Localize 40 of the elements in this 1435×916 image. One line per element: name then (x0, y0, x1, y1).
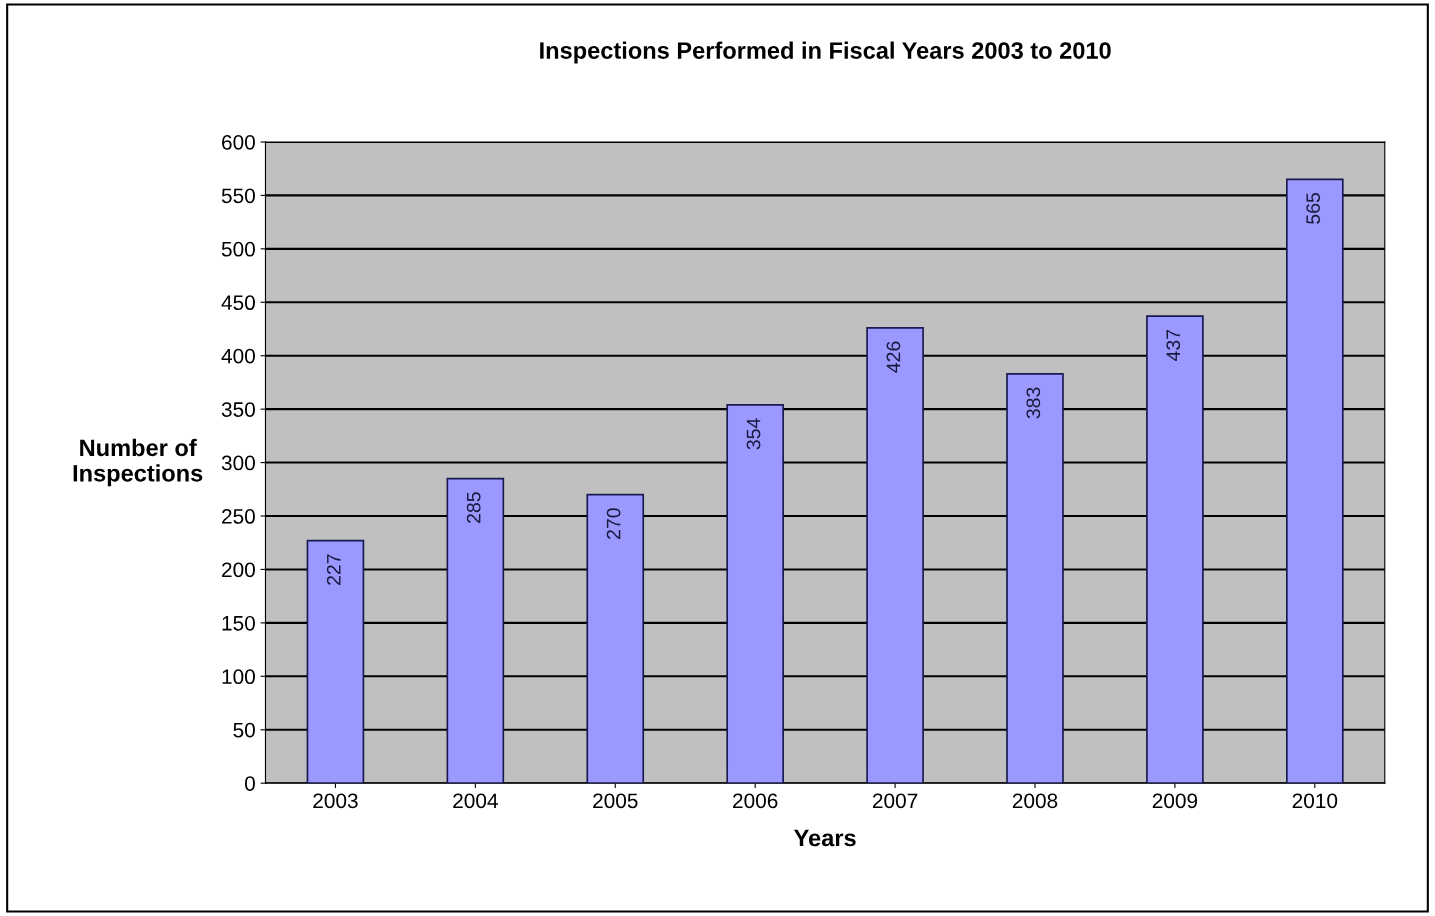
y-tick-label: 550 (221, 188, 255, 204)
data-label: 354 (746, 418, 761, 450)
y-tick-label: 300 (221, 455, 255, 471)
chart-title: Inspections Performed in Fiscal Years 2003 to 2010 (540, 41, 1111, 64)
bar (1286, 178, 1344, 784)
y-axis-title: Number of Inspections (73, 438, 203, 487)
x-tick-label: 2004 (453, 793, 498, 809)
bar (1006, 373, 1064, 784)
bar (866, 327, 924, 784)
x-tick-label: 2007 (872, 793, 918, 809)
y-tick-label: 350 (221, 402, 255, 417)
y-tick-label: 50 (233, 722, 255, 738)
y-tick-label: 0 (244, 776, 255, 791)
data-label: 285 (466, 492, 481, 523)
x-tick-label: 2003 (313, 793, 358, 809)
x-tick-label: 2008 (1012, 793, 1058, 809)
data-label: 383 (1026, 387, 1041, 419)
x-tick-label: 2006 (733, 793, 778, 809)
data-label: 426 (886, 341, 901, 373)
data-label: 437 (1166, 329, 1181, 361)
y-tick-label: 500 (221, 241, 255, 257)
y-tick-label: 600 (222, 134, 255, 150)
x-tick-label: 2005 (593, 793, 638, 809)
data-label: 565 (1306, 193, 1321, 224)
x-tick-label: 2010 (1292, 793, 1338, 809)
x-axis-title: Years (794, 829, 856, 847)
bar (586, 493, 645, 784)
data-label: 227 (326, 554, 341, 585)
y-tick-label: 450 (221, 295, 255, 311)
y-tick-label: 200 (222, 562, 255, 578)
y-tick-label: 250 (222, 509, 255, 524)
data-label: 270 (606, 508, 621, 539)
y-tick-label: 150 (222, 615, 255, 631)
bar (1146, 315, 1204, 784)
y-tick-label: 100 (222, 669, 255, 685)
bar (726, 404, 784, 784)
bar (306, 539, 365, 784)
x-tick-label: 2009 (1152, 793, 1198, 809)
y-tick-label: 400 (221, 348, 255, 364)
bar (446, 477, 505, 784)
